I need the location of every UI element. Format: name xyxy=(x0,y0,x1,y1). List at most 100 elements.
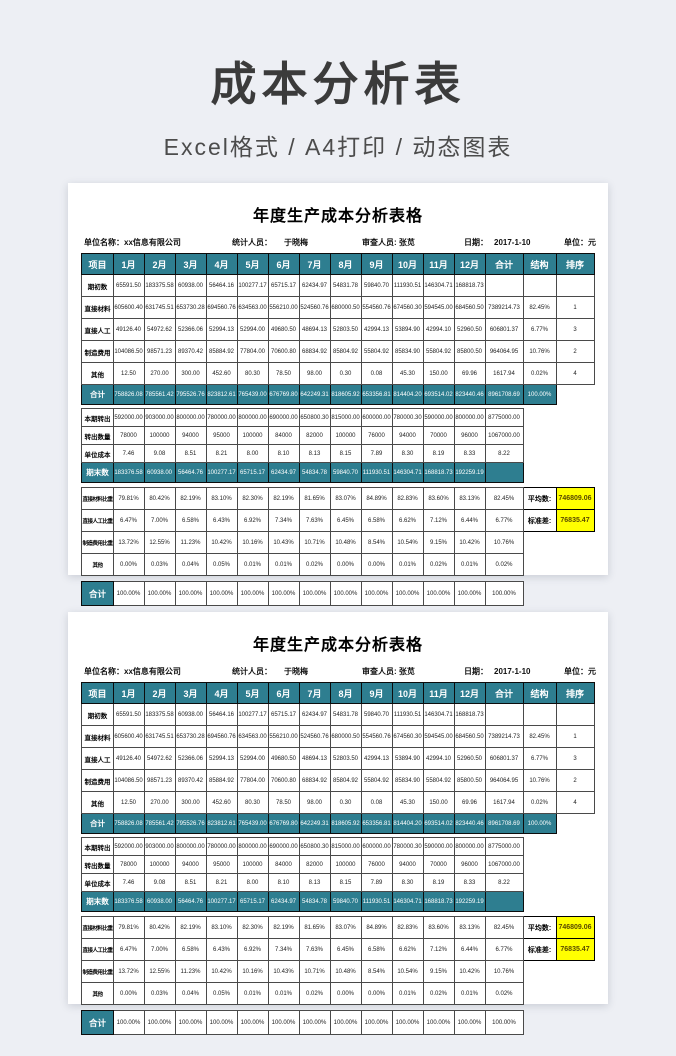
cell: 6.45% xyxy=(329,938,362,961)
cell: 653730.28 xyxy=(174,296,207,319)
cell: 54972.62 xyxy=(143,318,176,341)
cell: 82.45% xyxy=(484,487,524,510)
cell: 146304.71 xyxy=(422,274,455,297)
column-header: 结构 xyxy=(522,253,557,275)
cell: 693514.02 xyxy=(422,384,455,405)
cell: 100277.17 xyxy=(205,462,238,483)
cell: 0.30 xyxy=(329,791,362,814)
cell: 823440.46 xyxy=(453,813,486,834)
cell: 590000.00 xyxy=(422,837,455,856)
row-label: 其他 xyxy=(81,362,114,385)
cell: 0.02% xyxy=(522,791,557,814)
cell: 815000.00 xyxy=(329,408,362,427)
cell: 2 xyxy=(555,769,595,792)
cell: 82000 xyxy=(298,855,331,874)
cell: 52803.50 xyxy=(329,747,362,770)
column-header: 12月 xyxy=(453,253,486,275)
cell: 42994.13 xyxy=(360,318,393,341)
cell: 104086.50 xyxy=(112,340,145,363)
sheet-card-1: 年度生产成本分析表格 单位名称：xx信息有限公司 统计人员： 于晓梅 审查人员:… xyxy=(68,183,608,606)
table-row: 直接人工 49126.40 54972.62 52366.06 52994.13 5299… xyxy=(81,747,595,770)
sheet-title: 年度生产成本分析表格 xyxy=(252,637,423,654)
unit-name-value: xx信息有限公司 xyxy=(124,667,181,676)
column-header: 项目 xyxy=(81,253,114,275)
cell: 59840.70 xyxy=(360,703,393,726)
cell: 10.71% xyxy=(298,960,331,983)
cell: 10.48% xyxy=(329,531,362,554)
avg-value: 746809.06 xyxy=(555,487,595,510)
cell: 100.00% xyxy=(484,1010,524,1035)
currency-value: 元 xyxy=(588,238,596,247)
cell: 168818.73 xyxy=(422,462,455,483)
cell: 676769.80 xyxy=(267,384,300,405)
cell: 524560.76 xyxy=(298,296,331,319)
cell: 765439.00 xyxy=(236,384,269,405)
cell: 100277.17 xyxy=(236,274,269,297)
table-row: 直接材料 605600.40 631745.51 653730.28 694560.76… xyxy=(81,725,595,748)
cell: 800000.00 xyxy=(174,837,207,856)
row-label: 单位成本 xyxy=(81,444,114,463)
cell: 592000.00 xyxy=(112,837,145,856)
cell: 7.46 xyxy=(112,873,145,892)
column-header: 3月 xyxy=(174,682,207,704)
cell: 8.54% xyxy=(360,960,393,983)
cell: 56464.16 xyxy=(205,274,238,297)
cell: 10.76% xyxy=(484,960,524,983)
cell: 77804.00 xyxy=(236,340,269,363)
cell: 650800.30 xyxy=(298,408,331,427)
table-row: 其他 12.50 270.00 300.00 452.60 80.30 78.50 98.00… xyxy=(81,791,595,814)
cell: 823440.46 xyxy=(453,384,486,405)
std-value: 76835.47 xyxy=(555,509,595,532)
cell: 100.00% xyxy=(174,1010,207,1035)
cell: 60938.00 xyxy=(174,274,207,297)
cell: 6.43% xyxy=(205,938,238,961)
currency-unit: 单位：元 xyxy=(564,237,596,248)
cell: 6.58% xyxy=(174,509,207,532)
cell: 0.02% xyxy=(422,553,455,576)
cell: 42994.10 xyxy=(422,747,455,770)
cell: 650800.30 xyxy=(298,837,331,856)
cell: 818605.92 xyxy=(329,813,362,834)
cell: 10.54% xyxy=(391,960,424,983)
cell: 8.22 xyxy=(484,873,524,892)
cell: 49126.40 xyxy=(112,318,145,341)
cell: 111930.51 xyxy=(391,703,424,726)
cell: 68834.92 xyxy=(298,340,331,363)
table-row: 期初数 65591.50 183375.58 60938.00 56464.16 1002… xyxy=(81,274,595,297)
cell: 6.58% xyxy=(174,938,207,961)
cell: 6.92% xyxy=(236,938,269,961)
cell: 69.96 xyxy=(453,791,486,814)
cell: 814404.20 xyxy=(391,384,424,405)
cell: 0.00% xyxy=(360,982,393,1005)
cell: 100.00% xyxy=(360,1010,393,1035)
cell: 0.00% xyxy=(329,982,362,1005)
cell: 100.00% xyxy=(205,581,238,606)
cell: 98.00 xyxy=(298,791,331,814)
cell: 56464.16 xyxy=(205,703,238,726)
cell: 9.08 xyxy=(143,444,176,463)
row-label: 其他 xyxy=(81,982,114,1005)
cell: 65715.17 xyxy=(236,462,269,483)
cell: 52366.06 xyxy=(174,318,207,341)
cell: 65715.17 xyxy=(236,891,269,912)
table-header-row: 项目 1月 2月 3月 4月 5月 6月 7月 8月 9月 10月 11月 12月 合计 结构 排序 xyxy=(81,253,595,275)
cell: 0.08 xyxy=(360,791,393,814)
cell: 83.13% xyxy=(453,487,486,510)
cell: 81.65% xyxy=(298,916,331,939)
cell: 62434.97 xyxy=(267,462,300,483)
cell: 60938.00 xyxy=(143,462,176,483)
cell: 100000 xyxy=(143,426,176,445)
cell: 0.02% xyxy=(484,982,524,1005)
cell: 79.81% xyxy=(112,916,145,939)
sheet-title: 年度生产成本分析表格 xyxy=(252,208,423,225)
cell: 60938.00 xyxy=(143,891,176,912)
row-label: 直接人工 xyxy=(81,747,114,770)
cell: 82.30% xyxy=(236,916,269,939)
cell: 0.01% xyxy=(236,982,269,1005)
date-label: 日期： xyxy=(464,667,488,676)
cell: 694560.76 xyxy=(205,725,238,748)
cell: 0.00% xyxy=(112,553,145,576)
cell: 7.12% xyxy=(422,938,455,961)
cell: 452.60 xyxy=(205,362,238,385)
cell: 82.83% xyxy=(391,487,424,510)
